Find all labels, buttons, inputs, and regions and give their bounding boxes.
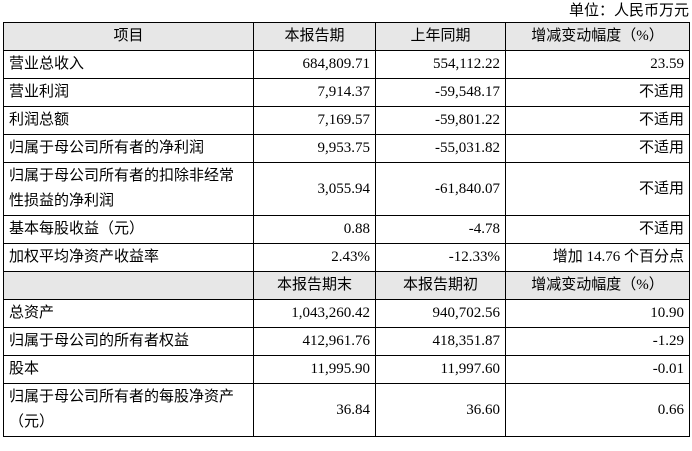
data-row: 归属于母公司所有者的净利润 9,953.75 -55,031.82 不适用: [3, 134, 690, 163]
value-cell: 不适用: [505, 78, 690, 107]
value-cell: -59,801.22: [375, 106, 506, 135]
value-cell: -4.78: [375, 215, 506, 244]
value-cell: 11,995.90: [253, 355, 376, 384]
value-cell: -59,548.17: [375, 78, 506, 107]
header-cell: 增减变动幅度（%）: [505, 271, 690, 300]
data-row: 营业利润 7,914.37 -59,548.17 不适用: [3, 78, 690, 107]
row-label: 基本每股收益（元）: [3, 215, 254, 244]
row-label: 归属于母公司所有者的扣除非经常性损益的净利润: [3, 162, 254, 216]
value-cell: 7,169.57: [253, 106, 376, 135]
value-cell: -61,840.07: [375, 162, 506, 216]
data-row: 归属于母公司所有者的每股净资产（元） 36.84 36.60 0.66: [3, 383, 690, 437]
value-cell: 不适用: [505, 134, 690, 163]
value-cell: 36.60: [375, 383, 506, 437]
data-row: 总资产 1,043,260.42 940,702.56 10.90: [3, 299, 690, 328]
value-cell: 9,953.75: [253, 134, 376, 163]
value-cell: 940,702.56: [375, 299, 506, 328]
row-label: 归属于母公司所有者的净利润: [3, 134, 254, 163]
value-cell: 增加 14.76 个百分点: [505, 243, 690, 272]
data-row: 加权平均净资产收益率 2.43% -12.33% 增加 14.76 个百分点: [3, 243, 690, 272]
header-cell: 本报告期末: [253, 271, 376, 300]
header-cell: 上年同期: [375, 22, 506, 51]
financial-table: 项目 本报告期 上年同期 增减变动幅度（%） 营业总收入 684,809.71 554,11…: [3, 22, 690, 437]
value-cell: 1,043,260.42: [253, 299, 376, 328]
value-cell: 不适用: [505, 106, 690, 135]
row-label: 利润总额: [3, 106, 254, 135]
row-label: 营业利润: [3, 78, 254, 107]
header-cell: 增减变动幅度（%）: [505, 22, 690, 51]
row-label: 加权平均净资产收益率: [3, 243, 254, 272]
row-label: 营业总收入: [3, 50, 254, 79]
data-row: 利润总额 7,169.57 -59,801.22 不适用: [3, 106, 690, 135]
value-cell: 36.84: [253, 383, 376, 437]
data-row: 归属于母公司所有者的扣除非经常性损益的净利润 3,055.94 -61,840.07…: [3, 162, 690, 216]
value-cell: -12.33%: [375, 243, 506, 272]
value-cell: 不适用: [505, 215, 690, 244]
value-cell: 684,809.71: [253, 50, 376, 79]
header-row: 项目 本报告期 上年同期 增减变动幅度（%）: [3, 22, 690, 51]
header-row: 本报告期末 本报告期初 增减变动幅度（%）: [3, 271, 690, 300]
value-cell: 10.90: [505, 299, 690, 328]
row-label: 归属于母公司所有者的每股净资产（元）: [3, 383, 254, 437]
value-cell: 412,961.76: [253, 327, 376, 356]
header-cell: 本报告期初: [375, 271, 506, 300]
header-cell: 项目: [3, 22, 254, 51]
value-cell: 11,997.60: [375, 355, 506, 384]
data-row: 股本 11,995.90 11,997.60 -0.01: [3, 355, 690, 384]
value-cell: 7,914.37: [253, 78, 376, 107]
value-cell: 0.88: [253, 215, 376, 244]
data-row: 归属于母公司的所有者权益 412,961.76 418,351.87 -1.29: [3, 327, 690, 356]
header-cell: 本报告期: [253, 22, 376, 51]
value-cell: 418,351.87: [375, 327, 506, 356]
value-cell: 554,112.22: [375, 50, 506, 79]
header-cell: [3, 271, 254, 300]
value-cell: -1.29: [505, 327, 690, 356]
value-cell: 23.59: [505, 50, 690, 79]
value-cell: -55,031.82: [375, 134, 506, 163]
row-label: 总资产: [3, 299, 254, 328]
value-cell: -0.01: [505, 355, 690, 384]
row-label: 归属于母公司的所有者权益: [3, 327, 254, 356]
table-body: 项目 本报告期 上年同期 增减变动幅度（%） 营业总收入 684,809.71 554,11…: [3, 22, 690, 437]
data-row: 基本每股收益（元） 0.88 -4.78 不适用: [3, 215, 690, 244]
value-cell: 2.43%: [253, 243, 376, 272]
data-row: 营业总收入 684,809.71 554,112.22 23.59: [3, 50, 690, 79]
unit-note: 单位：人民币万元: [568, 3, 689, 19]
value-cell: 0.66: [505, 383, 690, 437]
value-cell: 不适用: [505, 162, 690, 216]
row-label: 股本: [3, 355, 254, 384]
value-cell: 3,055.94: [253, 162, 376, 216]
